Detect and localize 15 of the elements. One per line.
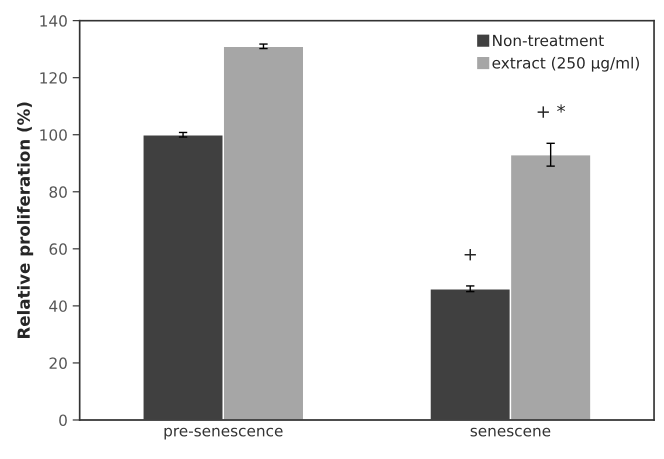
y-tick-label: 80 (49, 186, 67, 198)
y-tick-label: 120 (40, 72, 67, 84)
y-tick-label: 20 (50, 357, 67, 369)
legend-label: extract (250 μg/ml) (492, 56, 639, 72)
y-tick-label: 140 (40, 15, 67, 27)
y-axis-title: Relative proliferation (%) (17, 102, 34, 338)
y-tick-label: 100 (40, 129, 67, 141)
x-tick-label: pre-senescence (164, 428, 283, 440)
y-tick-label: 0 (59, 414, 67, 426)
annotation: + (464, 249, 476, 260)
y-tick-label: 60 (50, 243, 67, 255)
annotation: + * (538, 104, 566, 118)
x-tick-label: senescene (470, 428, 550, 437)
legend-label: Non-treatment (493, 34, 604, 46)
y-tick-label: 40 (49, 300, 67, 312)
